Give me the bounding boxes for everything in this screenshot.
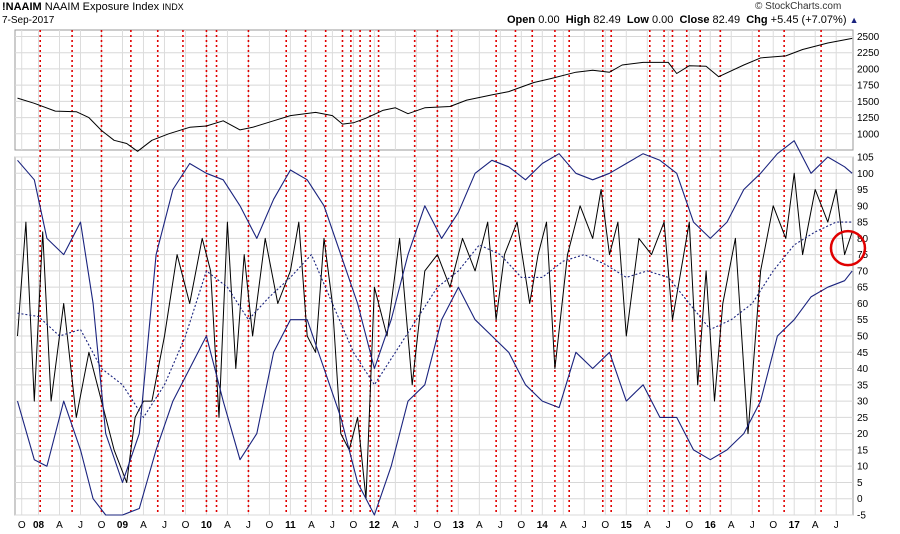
watermark: © StockCharts.com — [755, 1, 842, 12]
y-tick-label: 1500 — [857, 97, 880, 108]
grid-layer — [14, 29, 854, 516]
x-tick-label: A — [812, 520, 819, 531]
y-tick-label: 10 — [857, 462, 869, 473]
x-tick-label: O — [601, 520, 609, 531]
x-tick-label: 12 — [369, 520, 381, 531]
y-tick-label: 35 — [857, 380, 869, 391]
y-tick-label: 105 — [857, 153, 874, 164]
x-tick-label: A — [308, 520, 315, 531]
y-tick-label: 65 — [857, 283, 869, 294]
up-arrow-icon: ▲ — [849, 15, 859, 25]
x-tick-label: O — [266, 520, 274, 531]
y-tick-label: 5 — [857, 478, 863, 489]
series-line — [17, 172, 853, 500]
x-tick-label: J — [582, 520, 587, 531]
x-tick-label: 16 — [705, 520, 717, 531]
panel-frame — [14, 29, 854, 151]
x-tick-label: O — [769, 520, 777, 531]
x-tick-label: O — [18, 520, 26, 531]
y-tick-label: 0 — [857, 494, 863, 505]
x-tick-label: A — [224, 520, 231, 531]
y-tick-label: 40 — [857, 364, 869, 375]
highlight-circle — [829, 229, 867, 267]
y-tick-label: 50 — [857, 332, 869, 343]
y-tick-label: -5 — [857, 511, 866, 522]
x-tick-label: A — [392, 520, 399, 531]
series-line — [17, 221, 853, 418]
x-tick-label: O — [433, 520, 441, 531]
y-tick-label: 2250 — [857, 48, 880, 59]
y-tick-label: 1750 — [857, 81, 880, 92]
y-tick-label: 2000 — [857, 64, 880, 75]
x-tick-label: 08 — [33, 520, 45, 531]
y-tick-label: 20 — [857, 429, 869, 440]
x-tick-label: 17 — [789, 520, 801, 531]
y-tick-label: 25 — [857, 413, 869, 424]
x-tick-label: J — [498, 520, 503, 531]
x-tick-label: J — [162, 520, 167, 531]
annotation-layer — [829, 229, 867, 267]
axis-layer: 2500225020001750150012501000105100959085… — [18, 32, 880, 531]
series-line — [17, 140, 853, 484]
x-tick-label: A — [140, 520, 147, 531]
x-tick-label: J — [834, 520, 839, 531]
x-tick-label: 13 — [453, 520, 465, 531]
chart-title: !NAAIM NAAIM Exposure Index INDX — [2, 1, 184, 13]
x-tick-label: O — [182, 520, 190, 531]
x-tick-label: J — [666, 520, 671, 531]
y-tick-label: 90 — [857, 201, 869, 212]
y-tick-label: 1250 — [857, 113, 880, 124]
chart-date: 7-Sep-2017 — [2, 15, 55, 26]
series-layer — [16, 37, 853, 516]
x-tick-label: J — [78, 520, 83, 531]
y-tick-label: 60 — [857, 299, 869, 310]
index-name: NAAIM Exposure Index — [44, 1, 160, 13]
y-tick-label: 45 — [857, 348, 869, 359]
x-tick-label: 14 — [537, 520, 549, 531]
x-tick-label: 11 — [285, 520, 296, 531]
x-tick-label: J — [414, 520, 419, 531]
x-tick-label: O — [98, 520, 106, 531]
x-tick-label: A — [560, 520, 567, 531]
signal-lines-layer — [39, 30, 822, 515]
y-tick-label: 1000 — [857, 129, 880, 140]
x-tick-label: A — [644, 520, 651, 531]
x-tick-label: O — [350, 520, 358, 531]
y-tick-label: 70 — [857, 266, 869, 277]
y-tick-label: 100 — [857, 169, 874, 180]
x-tick-label: A — [476, 520, 483, 531]
x-tick-label: 09 — [117, 520, 129, 531]
x-tick-label: A — [728, 520, 735, 531]
y-tick-label: 2500 — [857, 32, 880, 43]
x-tick-label: J — [330, 520, 335, 531]
x-tick-label: A — [56, 520, 63, 531]
series-line — [17, 37, 853, 152]
y-tick-label: 55 — [857, 315, 869, 326]
y-tick-label: 95 — [857, 185, 869, 196]
y-tick-label: 85 — [857, 218, 869, 229]
series-line — [16, 270, 853, 516]
x-tick-label: O — [685, 520, 693, 531]
y-tick-label: 15 — [857, 445, 869, 456]
y-tick-label: 30 — [857, 397, 869, 408]
symbol-label: !NAAIM — [2, 1, 42, 13]
x-tick-label: 15 — [621, 520, 633, 531]
x-tick-label: J — [750, 520, 755, 531]
x-tick-label: 10 — [201, 520, 213, 531]
exchange-label: INDX — [162, 2, 184, 12]
x-tick-label: J — [246, 520, 251, 531]
x-tick-label: O — [517, 520, 525, 531]
ohlc-readout: Open 0.00 High 82.49 Low 0.00 Close 82.4… — [507, 14, 859, 26]
